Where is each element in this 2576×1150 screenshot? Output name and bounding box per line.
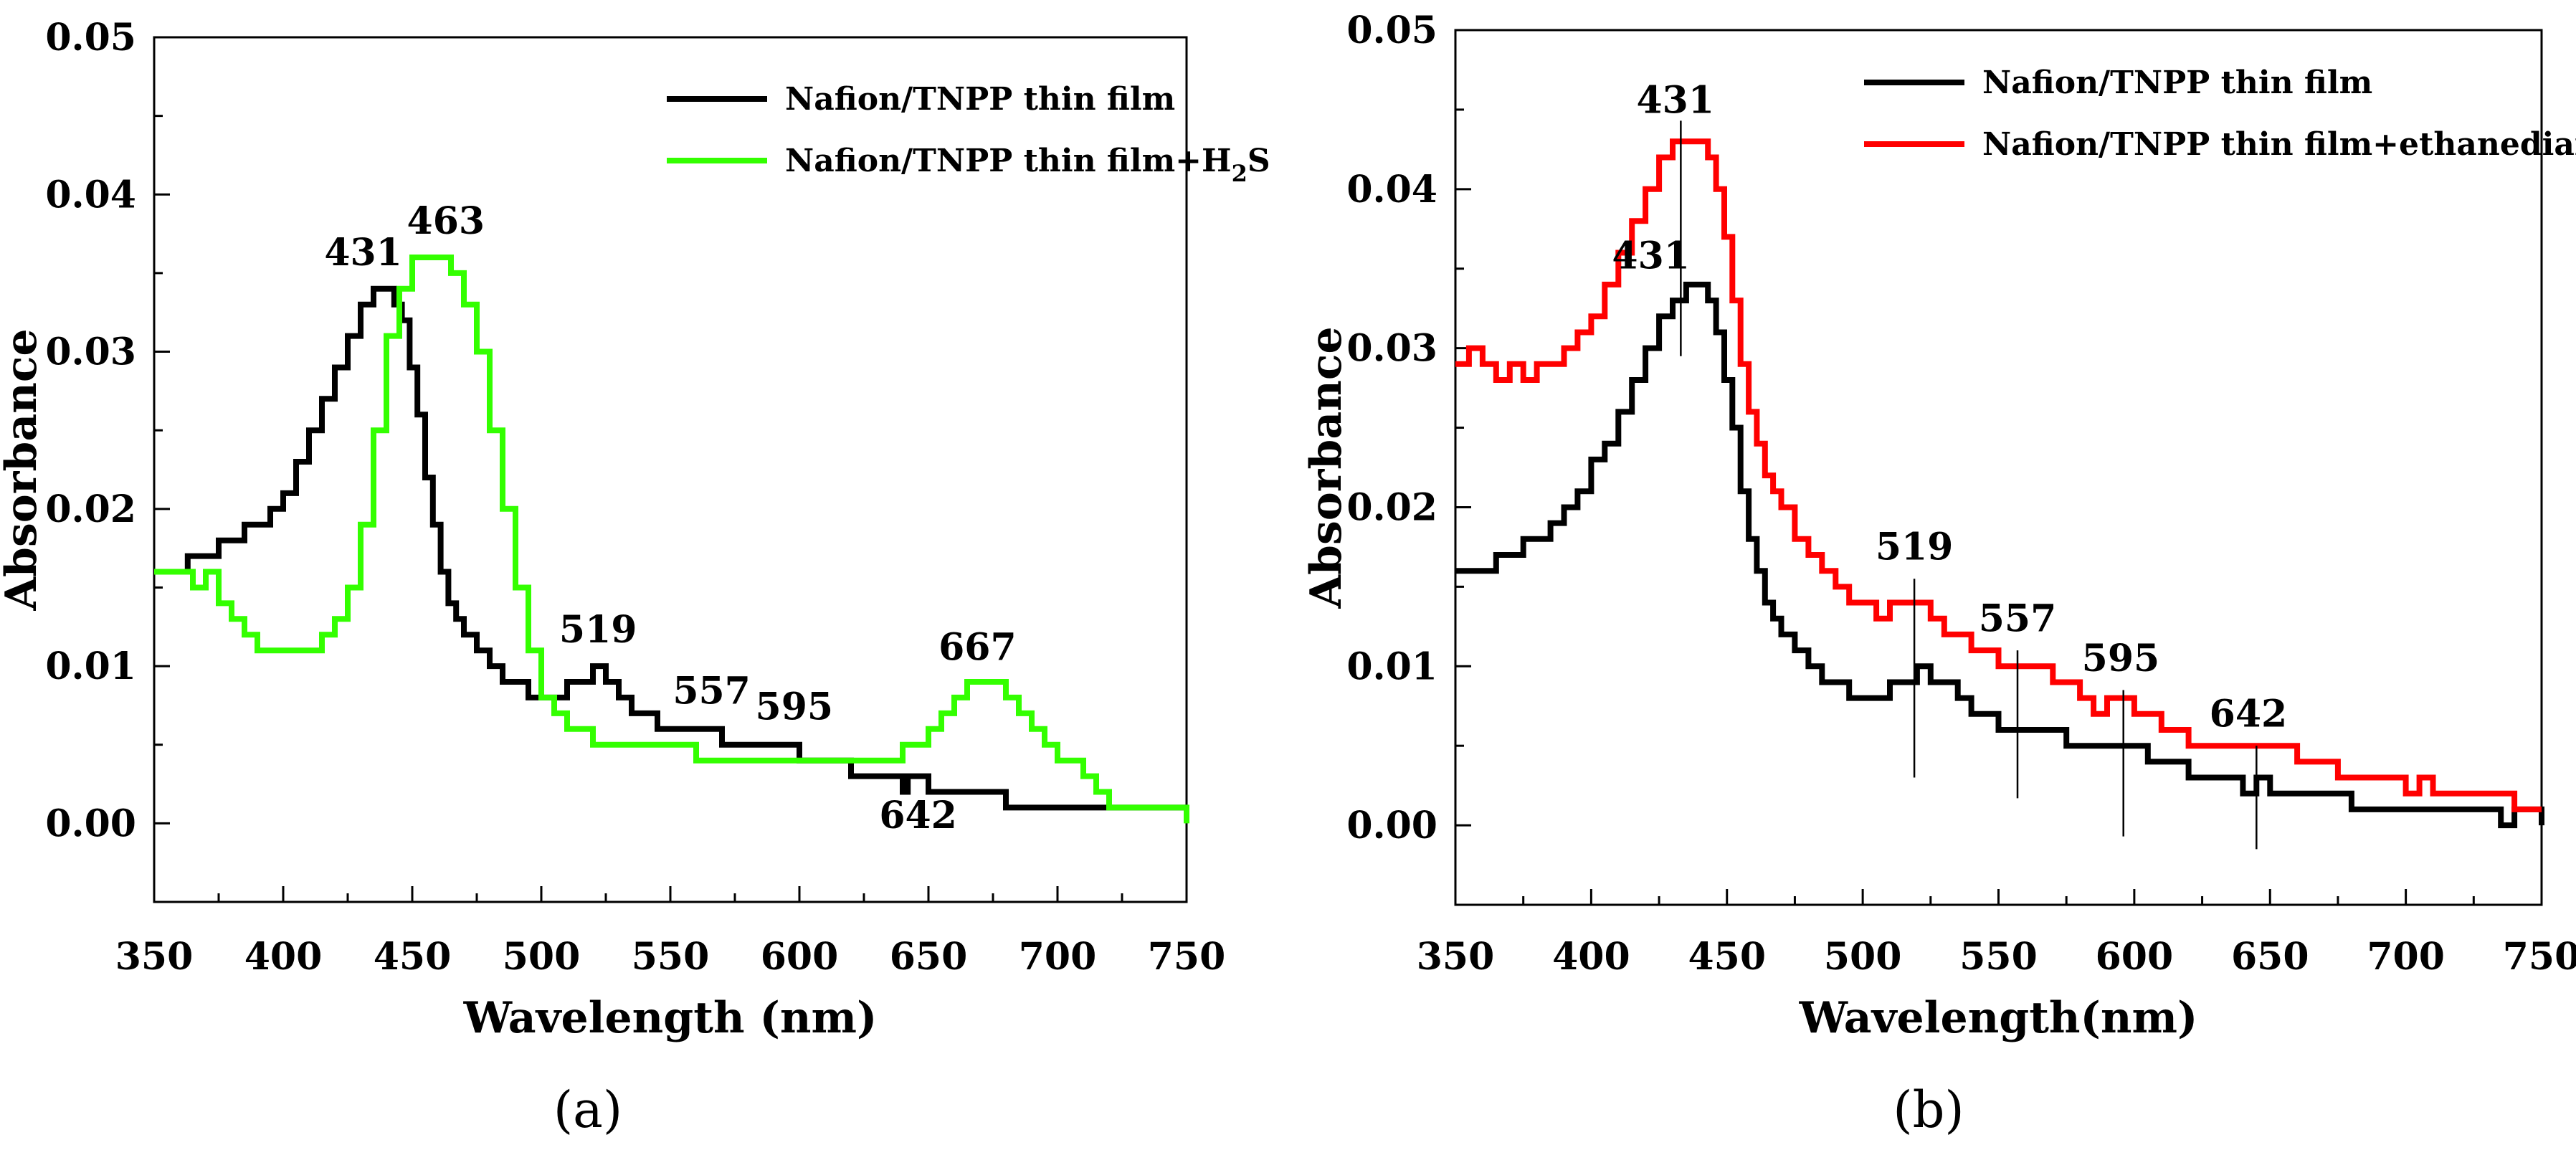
series-line-2 — [154, 255, 1189, 824]
legend-entry-2: Nafion/TNPP thin film+ethanediamine — [1982, 126, 2576, 163]
x-tick-label: 550 — [1959, 935, 2038, 979]
y-tick-label: 0.05 — [45, 16, 136, 60]
peak-label: 431 — [1612, 234, 1690, 278]
x-tick-label: 750 — [2503, 935, 2576, 979]
panel-label: (a) — [553, 1080, 622, 1139]
peak-label: 667 — [938, 625, 1017, 669]
peak-label: 557 — [1979, 597, 2057, 640]
legend-label: Nafion/TNPP thin film — [1982, 65, 2372, 101]
x-tick-label: 400 — [244, 935, 323, 979]
peak-label: 642 — [879, 794, 957, 837]
y-axis-title: Absorbance — [0, 328, 47, 611]
series-line-1 — [1455, 281, 2544, 829]
y-axis-title: Absorbance — [1301, 326, 1351, 609]
legend-entry-1: Nafion/TNPP thin film — [1982, 65, 2372, 101]
y-tick-label: 0.03 — [45, 331, 136, 374]
x-tick-label: 550 — [632, 935, 710, 979]
x-tick-label: 450 — [1688, 935, 1766, 979]
legend-label: Nafion/TNPP thin film — [785, 81, 1175, 118]
legend-label-tail: S — [1247, 143, 1270, 179]
peak-label: 557 — [672, 670, 751, 713]
legend-label-subscript: 2 — [1232, 160, 1247, 187]
y-tick-label: 0.02 — [1346, 485, 1437, 529]
peak-label: 642 — [2210, 693, 2288, 736]
series-line-2 — [1455, 138, 2542, 812]
x-tick-label: 350 — [1417, 935, 1495, 979]
x-tick-label: 350 — [115, 935, 194, 979]
panel-label: (b) — [1893, 1080, 1964, 1139]
y-tick-label: 0.03 — [1346, 327, 1437, 371]
x-tick-label: 400 — [1552, 935, 1630, 979]
y-tick-label: 0.05 — [1346, 9, 1437, 52]
y-tick-label: 0.00 — [1346, 804, 1437, 847]
peak-label: 431 — [1637, 78, 1715, 122]
legend-entry-1: Nafion/TNPP thin film — [785, 81, 1175, 118]
peak-label: 595 — [2082, 637, 2160, 680]
x-tick-label: 500 — [503, 935, 581, 979]
x-tick-label: 500 — [1824, 935, 1902, 979]
y-tick-label: 0.01 — [1346, 645, 1437, 688]
legend-label: Nafion/TNPP thin film+ethanediamine — [1982, 126, 2576, 163]
y-tick-label: 0.00 — [45, 802, 136, 845]
x-tick-label: 700 — [2367, 935, 2445, 979]
chart-panel-b: 350 400 450 500 550 600 650 700 750 0.00 0.01 0.02 0… — [1301, 9, 2576, 1139]
series-line-1 — [154, 285, 1187, 811]
peak-label: 519 — [1876, 526, 1954, 569]
legend-entry-2: Nafion/TNPP thin film+H2S — [785, 143, 1270, 187]
x-tick-label: 700 — [1019, 935, 1097, 979]
peak-label: 595 — [756, 685, 834, 729]
y-tick-label: 0.04 — [1346, 168, 1437, 212]
legend-label: Nafion/TNPP thin film+H — [785, 143, 1232, 179]
peak-label: 463 — [407, 199, 485, 243]
y-tick-label: 0.01 — [45, 645, 136, 688]
peak-label: 519 — [559, 608, 637, 652]
y-tick-label: 0.04 — [45, 173, 136, 217]
peak-label: 431 — [324, 231, 402, 275]
x-tick-label: 600 — [761, 935, 839, 979]
x-tick-label: 650 — [890, 935, 968, 979]
x-tick-label: 750 — [1148, 935, 1226, 979]
x-axis-title: Wavelength (nm) — [463, 993, 878, 1043]
x-axis-title: Wavelength(nm) — [1799, 993, 2198, 1043]
chart-panel-a: 350 400 450 500 550 600 650 700 750 0.00 0.01 0.02 0… — [0, 16, 1270, 1139]
y-tick-label: 0.02 — [45, 488, 136, 531]
x-tick-label: 450 — [374, 935, 452, 979]
x-tick-label: 650 — [2231, 935, 2309, 979]
x-tick-label: 600 — [2096, 935, 2174, 979]
